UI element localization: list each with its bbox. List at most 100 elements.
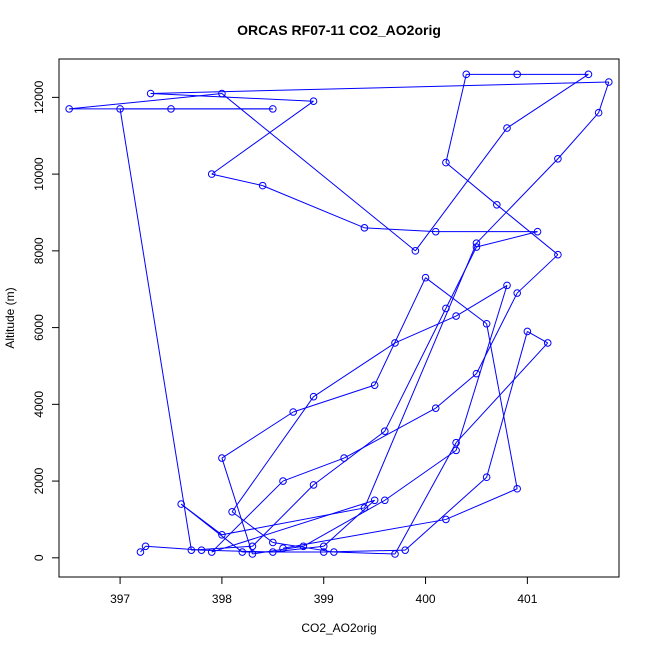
data-point <box>472 369 481 378</box>
series-segment <box>262 185 365 229</box>
series-segment <box>313 430 386 486</box>
data-point <box>523 327 532 336</box>
data-point <box>482 473 491 482</box>
data-point <box>141 542 150 551</box>
x-axis-label: CO2_AO2orig <box>301 621 376 635</box>
data-point <box>594 108 603 117</box>
series-segment <box>527 330 548 344</box>
x-axis: 397 398 399 400 401 <box>110 576 538 606</box>
series-segment <box>221 457 253 555</box>
data-point <box>258 181 267 190</box>
series-segment <box>404 476 487 551</box>
series-segment <box>384 449 457 501</box>
series-segment <box>476 292 518 374</box>
series-segment <box>211 100 314 175</box>
series-segment <box>211 480 284 553</box>
series-segment <box>333 551 396 555</box>
series-segment <box>150 81 609 95</box>
series-segment <box>394 315 457 344</box>
series-segment <box>486 323 518 489</box>
data-point <box>167 105 175 113</box>
series-segment <box>231 396 314 513</box>
series-segment <box>445 488 518 520</box>
data-point <box>381 496 389 505</box>
series-segment <box>231 511 274 543</box>
series-lines <box>69 73 610 555</box>
data-point <box>299 542 308 551</box>
chart-title: ORCAS RF07-11 CO2_AO2orig <box>237 22 441 38</box>
y-tick-label: 10000 <box>32 157 46 191</box>
data-point <box>513 289 521 297</box>
series-segment <box>282 518 446 549</box>
series-segment <box>435 373 477 409</box>
data-point <box>554 250 562 259</box>
series-segment <box>455 284 508 317</box>
series-segment <box>425 277 487 325</box>
data-point <box>442 158 450 167</box>
data-point <box>391 550 399 558</box>
data-point <box>503 124 511 132</box>
series-points <box>65 70 613 558</box>
data-point <box>411 247 420 255</box>
data-point <box>269 105 277 113</box>
series-segment <box>516 254 559 294</box>
data-point <box>269 548 277 556</box>
series-segment <box>282 457 345 482</box>
x-tick-label: 399 <box>314 592 334 606</box>
data-point <box>319 548 328 556</box>
data-point <box>472 239 481 247</box>
x-tick-label: 401 <box>517 592 537 606</box>
data-point <box>289 408 297 416</box>
series-segment <box>221 93 416 252</box>
y-axis-label: Altitude (m) <box>3 287 17 348</box>
series-segment <box>363 242 477 509</box>
data-point <box>177 500 185 508</box>
data-point <box>187 546 196 554</box>
data-point <box>452 312 460 320</box>
data-point <box>370 496 379 505</box>
series-segment <box>445 246 477 309</box>
data-point <box>452 446 460 455</box>
data-point <box>370 381 379 389</box>
data-point <box>513 70 521 79</box>
series-segment <box>343 407 436 459</box>
series-segment <box>455 285 508 451</box>
series-segment <box>323 499 375 547</box>
series-segment <box>211 173 263 187</box>
series-segment <box>445 162 498 206</box>
data-point <box>197 546 206 554</box>
series-segment <box>414 127 508 252</box>
data-point <box>309 97 318 106</box>
data-point <box>381 427 389 435</box>
data-point <box>360 224 369 232</box>
series-segment <box>313 342 396 398</box>
series-segment <box>364 227 436 233</box>
data-point <box>421 273 430 282</box>
y-tick-label: 8000 <box>32 237 46 264</box>
data-point <box>482 319 491 328</box>
data-point <box>503 281 511 290</box>
data-point <box>452 438 460 447</box>
series-segment <box>557 112 600 160</box>
series-segment <box>191 545 253 551</box>
data-point <box>218 454 226 462</box>
y-tick-label: 4000 <box>32 391 46 418</box>
data-point <box>401 546 409 554</box>
series-segment <box>252 484 314 547</box>
series-segment <box>150 93 314 102</box>
data-point <box>218 89 226 98</box>
data-point <box>136 548 145 556</box>
y-tick-label: 0 <box>32 554 46 561</box>
data-point <box>207 548 216 556</box>
series-segment <box>252 545 304 555</box>
series-segment <box>394 442 457 555</box>
data-point <box>462 70 471 79</box>
y-tick-label: 12000 <box>32 80 46 114</box>
data-point <box>554 154 562 163</box>
data-point <box>442 304 450 313</box>
data-point <box>605 78 613 86</box>
data-point <box>319 542 328 551</box>
x-tick-label: 397 <box>110 592 130 606</box>
data-point <box>360 504 369 512</box>
